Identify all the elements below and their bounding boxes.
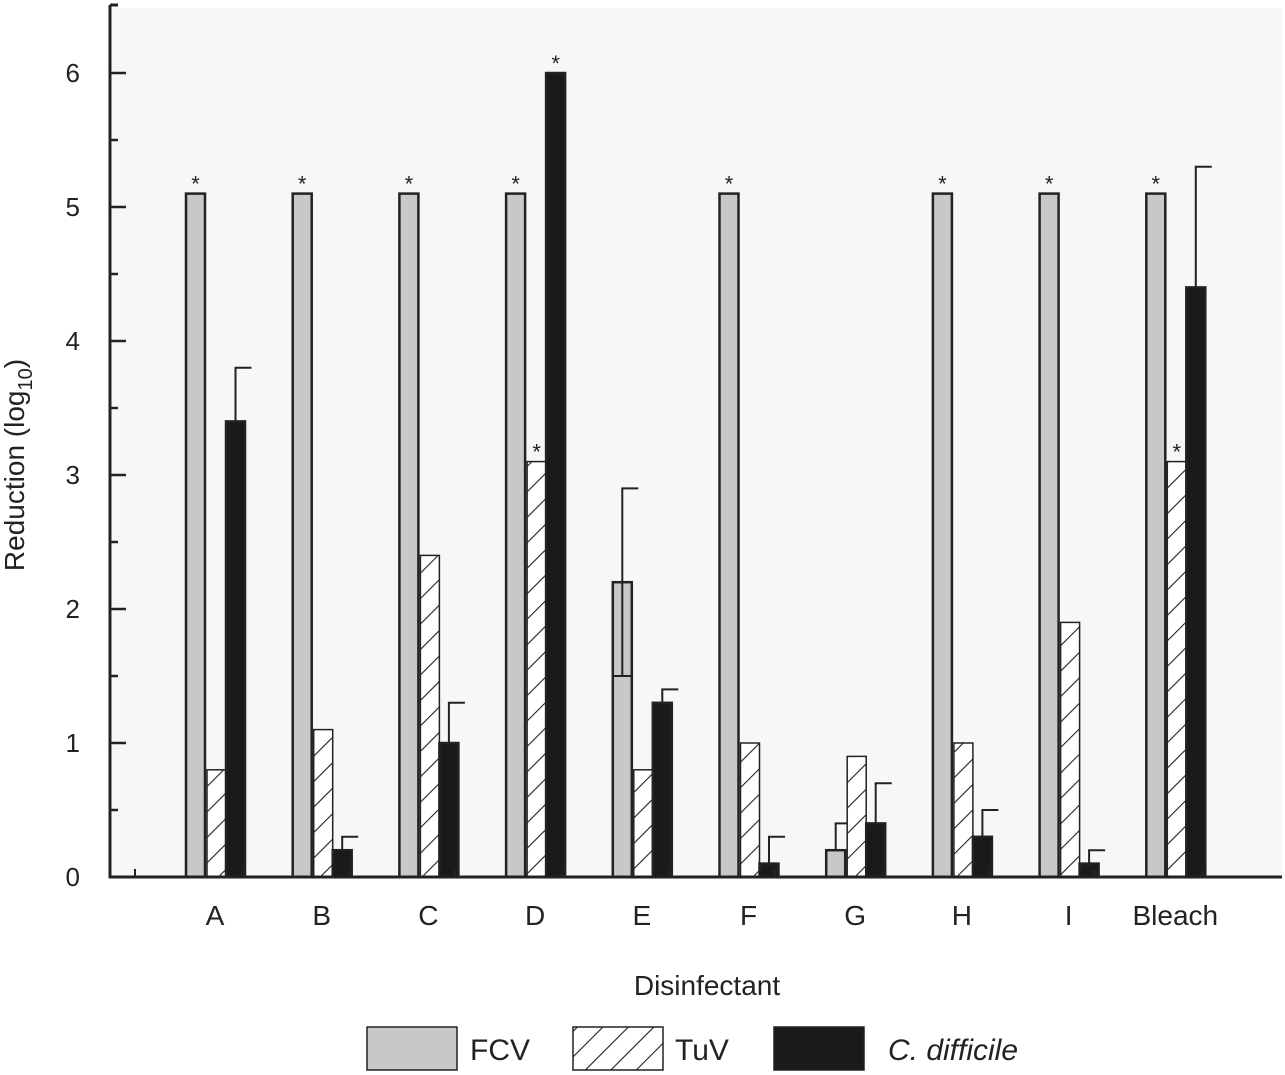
y-axis-title-main: Reduction (log — [0, 391, 30, 572]
bar-fcv-b — [291, 192, 313, 879]
bar-tuv-g — [846, 755, 867, 878]
y-axis-title: Reduction (log10) — [0, 359, 37, 571]
x-tick-label-b: B — [312, 900, 331, 931]
bars-layer: * * * * * * * * * * * — [184, 51, 1212, 879]
x-tick-label-i: I — [1065, 900, 1073, 931]
bar-tuv-e — [633, 769, 654, 878]
y-tick-label-6: 6 — [66, 58, 80, 88]
axes-layer: A B C D E F G H I Bleach 0 1 2 3 4 5 6 — [66, 3, 1282, 931]
bar-fcv-a — [184, 192, 207, 879]
legend-label-c-difficile: C. difficile — [888, 1034, 1018, 1067]
bar-tuv-i — [1059, 621, 1081, 878]
y-tick-label-0: 0 — [66, 862, 80, 892]
significance-star-fcv-a: * — [191, 172, 200, 197]
y-tick-label-1: 1 — [66, 728, 80, 758]
y-tick-label-5: 5 — [66, 192, 80, 222]
y-tick-label-4: 4 — [66, 326, 80, 356]
significance-star-tuv-bleach: * — [1173, 440, 1182, 465]
legend-label-fcv: FCV — [470, 1034, 530, 1067]
legend-swatch-c-difficile — [773, 1026, 865, 1071]
y-tick-label-3: 3 — [66, 460, 80, 490]
x-tick-label-h: H — [952, 900, 972, 931]
x-tick-label-c: C — [418, 900, 438, 931]
bar-fcv-f — [718, 192, 740, 879]
legend: FCV TuV C. difficile — [366, 1026, 1018, 1071]
x-tick-label-f: F — [740, 900, 757, 931]
bar-tuv-h — [953, 742, 974, 878]
bar-c-difficile-bleach — [1185, 286, 1207, 879]
legend-label-tuv: TuV — [675, 1034, 729, 1067]
bar-tuv-b — [312, 728, 334, 878]
legend-swatch-fcv — [366, 1026, 458, 1071]
legend-swatch-tuv — [572, 1026, 664, 1071]
significance-star-fcv-i: * — [1045, 172, 1054, 197]
x-axis-title: Disinfectant — [634, 970, 781, 1001]
significance-star-fcv-c: * — [405, 172, 414, 197]
bar-c-difficile-g — [864, 822, 887, 879]
bar-c-difficile-a — [224, 420, 247, 879]
significance-star-fcv-h: * — [938, 172, 947, 197]
bar-tuv-bleach — [1166, 460, 1188, 878]
bar-fcv-c — [398, 192, 420, 879]
significance-star-fcv-bleach: * — [1152, 172, 1161, 197]
bar-tuv-f — [739, 742, 761, 878]
bar-c-difficile-e — [651, 701, 674, 879]
bar-fcv-g — [824, 848, 847, 879]
bar-fcv-i — [1038, 192, 1060, 879]
plot-background — [112, 8, 1282, 876]
x-tick-label-bleach: Bleach — [1132, 900, 1218, 931]
x-tick-label-e: E — [632, 900, 651, 931]
bar-tuv-d — [526, 460, 547, 878]
bar-c-difficile-d — [544, 71, 567, 879]
significance-star-c-difficile-d: * — [551, 51, 560, 76]
y-axis-title-close: ) — [0, 359, 30, 368]
bar-fcv-h — [931, 192, 954, 879]
bar-fcv-d — [504, 192, 527, 879]
bar-c-difficile-c — [438, 741, 460, 879]
x-tick-label-g: G — [844, 900, 866, 931]
significance-star-fcv-b: * — [298, 172, 307, 197]
y-tick-label-2: 2 — [66, 594, 80, 624]
bar-tuv-a — [206, 769, 227, 878]
bar-tuv-c — [419, 554, 441, 878]
y-axis-title-subscript: 10 — [15, 368, 37, 390]
x-tick-label-d: D — [525, 900, 545, 931]
bar-fcv-bleach — [1145, 192, 1167, 879]
significance-star-fcv-d: * — [511, 172, 520, 197]
significance-star-fcv-f: * — [725, 172, 734, 197]
x-tick-label-a: A — [206, 900, 225, 931]
significance-star-tuv-d: * — [532, 440, 541, 465]
